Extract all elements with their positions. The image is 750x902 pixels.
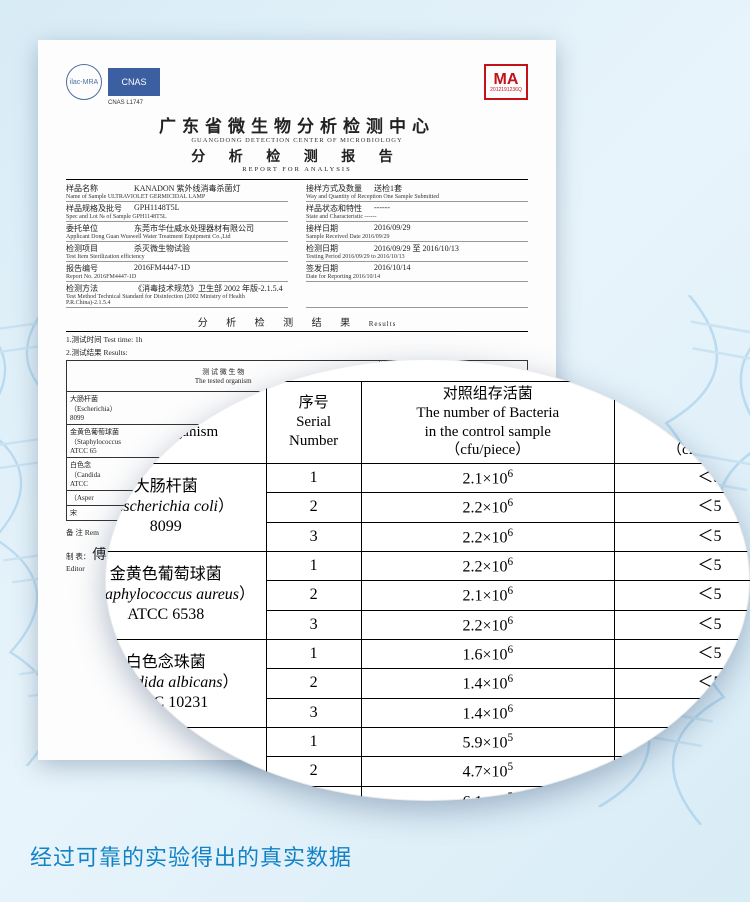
org-title-cn: 广东省微生物分析检测中心 (66, 112, 528, 137)
meta-row: 样品名称KANADON 紫外线消毒杀菌灯Name of Sample ULTRA… (66, 182, 288, 202)
meta-row: 检测项目杀灭微生物试验Test Item Sterilization effic… (66, 242, 288, 262)
results-table-large: 微 生 物e tested organism 序号SerialNumber 对照… (105, 381, 750, 801)
meta-row: 样品规格及批号GPH1148T5LSpec and Lot № of Sampl… (66, 202, 288, 222)
editor-label-en: Editor (66, 564, 85, 573)
meta-row: 检测日期2016/09/29 至 2016/10/13Testing Perio… (306, 242, 528, 262)
meta-row (306, 282, 528, 308)
report-title-en: REPORT FOR ANALYSIS (66, 166, 528, 173)
results-note-1: 1.测试时间 Test time: 1h (66, 334, 528, 345)
meta-row: 接样日期2016/09/29Sample Received Date 2016/… (306, 222, 528, 242)
meta-row: 委托单位东莞市华仕威水处理器材有限公司Applicant Dong Guan W… (66, 222, 288, 242)
ma-logo: MA 2012191236Q (484, 64, 528, 100)
org-title-en: GUANGDONG DETECTION CENTER OF MICROBIOLO… (66, 137, 528, 144)
results-heading: 分 析 检 测 结 果 Results (66, 314, 528, 332)
meta-row: 样品状态和特性------State and Characteristic --… (306, 202, 528, 222)
ilac-logo: ilac-MRA (66, 64, 102, 100)
caption-text: 经过可靠的实验得出的真实数据 (30, 840, 352, 872)
meta-row: 检测方法《消毒技术规范》卫生部 2002 年版-2.1.5.4Test Meth… (66, 282, 288, 308)
cnas-logo: CNAS (108, 68, 160, 96)
meta-row: 报告编号2016FM4447-1DReport No. 2016FM4447-1… (66, 262, 288, 282)
results-note-2: 2.测试结果 Results: (66, 347, 528, 358)
report-title-cn: 分 析 检 测 报 告 (66, 146, 528, 166)
editor-label: 制 表： (66, 552, 90, 561)
meta-row: 接样方式及数量送检1套Way and Quantity of Reception… (306, 182, 528, 202)
meta-row: 签发日期2016/10/14Date for Reporting 2016/10… (306, 262, 528, 282)
magnified-table-lens: 微 生 物e tested organism 序号SerialNumber 对照… (105, 359, 750, 801)
